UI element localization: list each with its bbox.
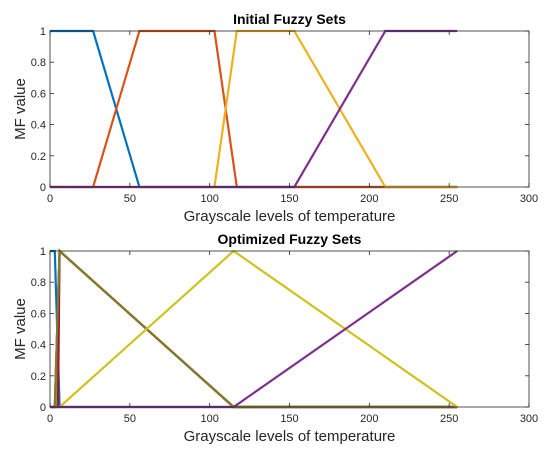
chart-2-plot-area	[50, 251, 529, 407]
chart-2-x-tick-label: 150	[280, 413, 298, 425]
chart-1-x-tick-label: 100	[200, 193, 218, 205]
chart-2-x-tick-label: 300	[520, 413, 538, 425]
chart-1-x-tick-label: 200	[360, 193, 378, 205]
chart-1-y-tick-label: 0.8	[31, 57, 46, 69]
chart-1-title: Initial Fuzzy Sets	[233, 11, 346, 27]
chart-1-y-tick-label: 0	[40, 182, 46, 194]
chart-1-x-tick-label: 250	[440, 193, 458, 205]
chart-2-y-tick-label: 1	[40, 246, 46, 258]
chart-1-x-tick-label: 150	[280, 193, 298, 205]
chart-2-y-tick-label: 0.8	[31, 277, 46, 289]
chart-2-x-tick-label: 0	[47, 413, 53, 425]
chart-2-y-tick-label: 0.6	[31, 308, 46, 320]
chart-2-x-tick-label: 200	[360, 413, 378, 425]
chart-2-title: Optimized Fuzzy Sets	[218, 231, 362, 247]
chart-1-y-tick-label: 0.4	[31, 120, 46, 132]
chart-1-x-axis-label: Grayscale levels of temperature	[184, 208, 396, 225]
chart-2-x-tick-label: 100	[200, 413, 218, 425]
chart-2-y-tick-label: 0.4	[31, 340, 46, 352]
chart-2-y-tick-label: 0.2	[31, 371, 46, 383]
chart-1-y-axis-label: MF value	[12, 78, 29, 140]
chart-2-x-tick-label: 50	[124, 413, 136, 425]
chart-2-y-axis-label: MF value	[12, 298, 29, 360]
chart-1-plot-area	[50, 31, 529, 187]
chart-1-x-tick-label: 0	[47, 193, 53, 205]
chart-1-y-tick-label: 0.2	[31, 151, 46, 163]
chart-2-x-tick-label: 250	[440, 413, 458, 425]
chart-1-x-tick-label: 300	[520, 193, 538, 205]
chart-2-y-tick-label: 0	[40, 402, 46, 414]
chart-1-y-tick-label: 0.6	[31, 88, 46, 100]
chart-1-y-tick-label: 1	[40, 26, 46, 38]
chart-2-x-axis-label: Grayscale levels of temperature	[184, 428, 396, 445]
chart-1-x-tick-label: 50	[124, 193, 136, 205]
